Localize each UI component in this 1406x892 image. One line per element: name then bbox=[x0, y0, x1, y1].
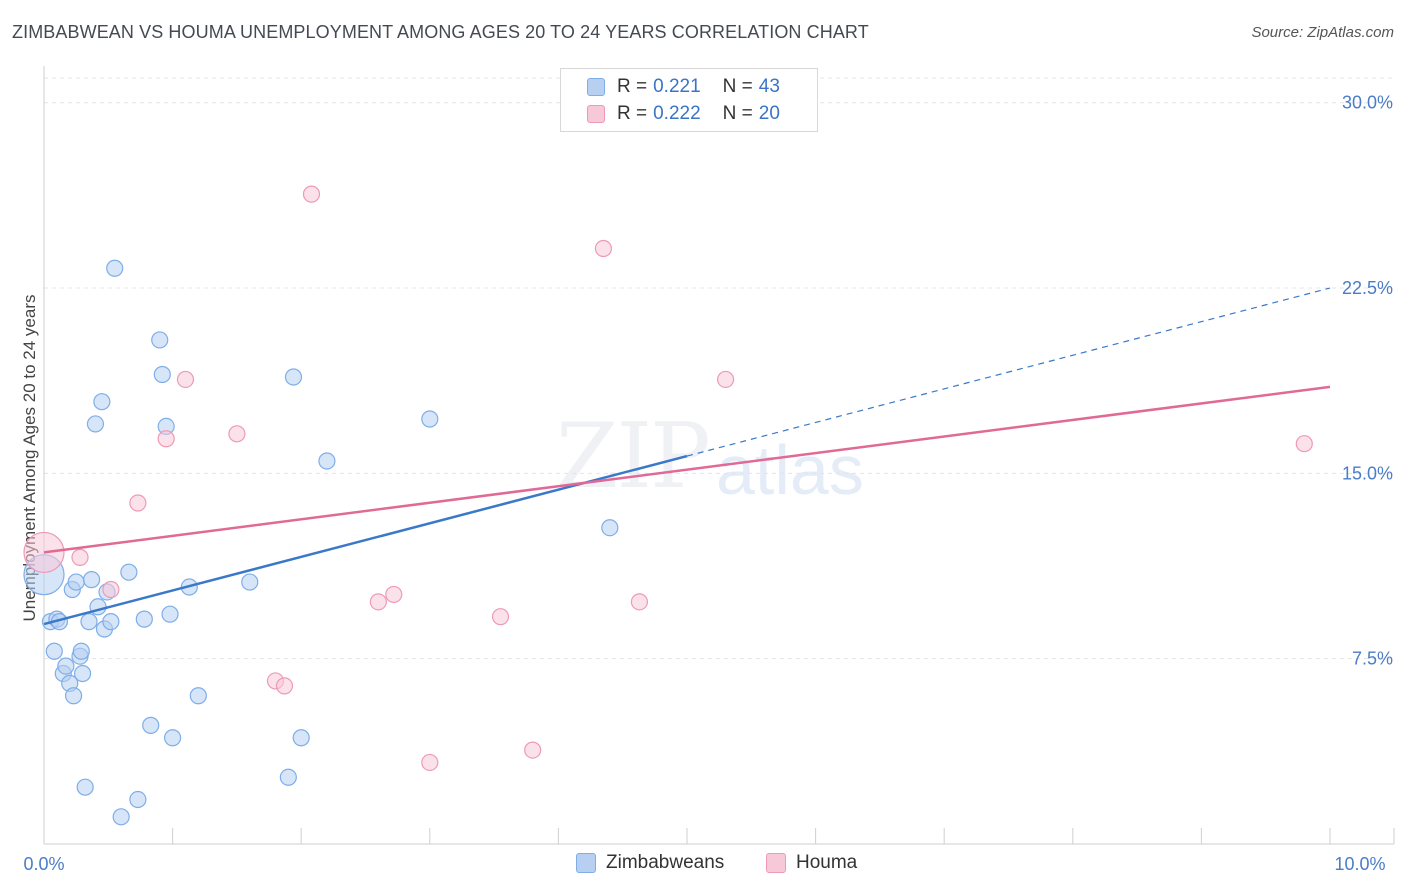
r-label: R = bbox=[617, 103, 648, 124]
houma-point bbox=[157, 430, 175, 448]
zimbabweans-point bbox=[142, 716, 160, 734]
houma-point bbox=[275, 677, 294, 695]
zimbabweans-point bbox=[86, 415, 105, 433]
y-tick-label: 7.5% bbox=[1352, 649, 1393, 669]
houma-point bbox=[421, 753, 439, 772]
zimbabweans-point bbox=[292, 729, 310, 747]
zimbabweans-point bbox=[106, 259, 124, 277]
zimbabweans-point bbox=[82, 571, 101, 589]
houma-point bbox=[524, 741, 542, 759]
legend-label: Houma bbox=[796, 852, 858, 873]
n-label: N = bbox=[722, 76, 753, 97]
houma-point bbox=[129, 494, 147, 512]
houma-point bbox=[385, 585, 403, 604]
houma-point bbox=[102, 580, 120, 599]
zimbabweans-point bbox=[102, 613, 120, 631]
zimbabweans-point bbox=[73, 664, 92, 683]
zimbabweans-trend-extension bbox=[686, 287, 1331, 457]
legend-label: Zimbabweans bbox=[606, 852, 725, 873]
zimbabweans-point bbox=[120, 563, 138, 581]
zimbabweans-point bbox=[93, 393, 111, 411]
x-tick-label: 10.0% bbox=[1334, 854, 1385, 874]
n-value: 20 bbox=[758, 103, 780, 124]
source-label: Source: ZipAtlas.com bbox=[1251, 24, 1394, 41]
houma-point bbox=[630, 593, 649, 611]
zimbabweans-point bbox=[601, 519, 619, 537]
houma-point bbox=[1295, 435, 1313, 453]
zimbabweans-point bbox=[67, 573, 85, 591]
houma-point bbox=[716, 370, 735, 389]
legend-stats: R = 0.221 N = 43 R = 0.222 N = 20 bbox=[560, 68, 818, 132]
y-tick-label: 15.0% bbox=[1342, 463, 1393, 483]
legend-row-zimbabweans: R = 0.221 N = 43 bbox=[587, 74, 780, 100]
houma-swatch bbox=[587, 105, 605, 123]
zimbabweans-point bbox=[64, 687, 83, 705]
houma-trend-line bbox=[43, 385, 1331, 554]
zimbabweans-point bbox=[279, 768, 297, 786]
legend-item-zimbabweans[interactable]: Zimbabweans bbox=[576, 852, 724, 874]
n-value: 43 bbox=[758, 76, 780, 97]
zimbabweans-point bbox=[129, 790, 147, 809]
chart-title: ZIMBABWEAN VS HOUMA UNEMPLOYMENT AMONG A… bbox=[12, 22, 869, 42]
y-tick-label: 22.5% bbox=[1342, 278, 1393, 298]
zimbabweans-point bbox=[421, 410, 439, 428]
houma-legend-swatch bbox=[766, 853, 786, 873]
zimbabweans-point bbox=[80, 613, 98, 631]
n-label: N = bbox=[722, 103, 753, 124]
y-tick-label: 30.0% bbox=[1342, 93, 1393, 113]
legend-item-houma[interactable]: Houma bbox=[766, 852, 857, 874]
x-tick-label: 0.0% bbox=[23, 854, 64, 874]
zimbabweans-point bbox=[151, 331, 169, 349]
zimbabweans-point bbox=[57, 657, 75, 675]
watermark-atlas: atlas bbox=[716, 431, 864, 509]
r-label: R = bbox=[617, 76, 648, 97]
houma-point bbox=[594, 239, 613, 258]
zimbabweans-point bbox=[318, 452, 336, 470]
houma-point bbox=[369, 593, 387, 611]
zimbabweans-point bbox=[153, 365, 171, 384]
zimbabweans-point bbox=[161, 605, 179, 623]
zimbabweans-point bbox=[189, 687, 207, 705]
houma-point bbox=[302, 185, 321, 203]
zimbabweans-point bbox=[45, 642, 63, 660]
r-value: 0.222 bbox=[653, 103, 701, 124]
zimbabweans-swatch bbox=[587, 78, 605, 96]
zimbabweans-point bbox=[241, 573, 259, 591]
legend-row-houma: R = 0.222 N = 20 bbox=[587, 101, 780, 127]
houma-point bbox=[228, 425, 246, 443]
houma-point bbox=[71, 548, 89, 566]
houma-point bbox=[176, 370, 195, 389]
zimbabweans-point bbox=[164, 729, 182, 747]
zimbabweans-point bbox=[112, 808, 130, 826]
legend-series: Zimbabweans Houma bbox=[0, 852, 1406, 878]
zimbabweans-point bbox=[76, 778, 94, 796]
zimbabweans-point bbox=[72, 642, 90, 660]
r-value: 0.221 bbox=[653, 76, 701, 97]
zimbabweans-point bbox=[135, 610, 153, 628]
zimbabweans-legend-swatch bbox=[576, 853, 596, 873]
zimbabweans-point bbox=[284, 368, 303, 386]
houma-point bbox=[491, 608, 510, 626]
